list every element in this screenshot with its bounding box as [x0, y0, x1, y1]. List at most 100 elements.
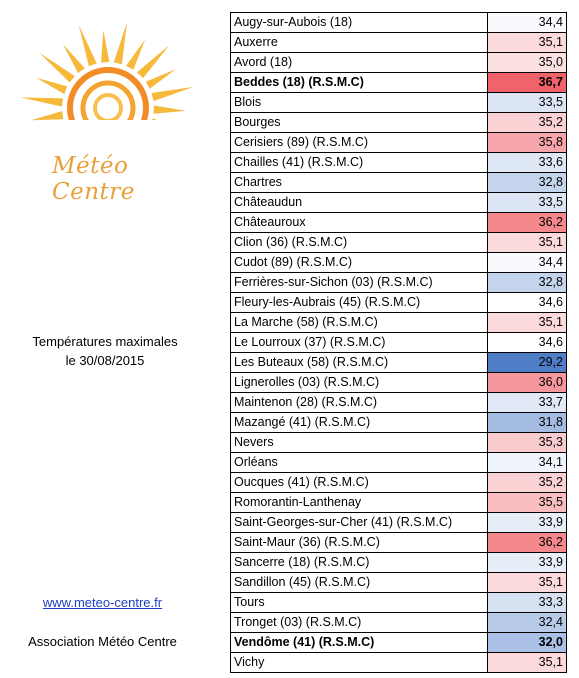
city-name: Blois [230, 92, 488, 113]
temperature-value: 35,8 [487, 132, 567, 153]
table-row: Romorantin-Lanthenay 35,5 [230, 492, 567, 513]
city-name: Romorantin-Lanthenay [230, 492, 488, 513]
table-row: Maintenon (28) (R.S.M.C) 33,7 [230, 392, 567, 413]
temperature-value: 35,3 [487, 432, 567, 453]
sun-ray [39, 52, 75, 83]
table-row: Vichy 35,1 [230, 652, 567, 673]
table-row: Châteaudun 33,5 [230, 192, 567, 213]
meteo-centre-logo: Météo Centre [0, 20, 210, 205]
temperature-value: 33,6 [487, 152, 567, 173]
city-name: Ferrières-sur-Sichon (03) (R.S.M.C) [230, 272, 488, 293]
table-row: Beddes (18) (R.S.M.C) 36,7 [230, 72, 567, 93]
temperature-value: 34,4 [487, 252, 567, 273]
city-name: Chartres [230, 172, 488, 193]
table-row: Le Lourroux (37) (R.S.M.C) 34,6 [230, 332, 567, 353]
table-row: Cudot (89) (R.S.M.C) 34,4 [230, 252, 567, 273]
logo-text: Météo Centre [52, 153, 135, 205]
table-row: Oucques (41) (R.S.M.C) 35,2 [230, 472, 567, 493]
temperature-value: 36,2 [487, 212, 567, 233]
city-name: Le Lourroux (37) (R.S.M.C) [230, 332, 488, 353]
city-name: Nevers [230, 432, 488, 453]
city-name: Châteaudun [230, 192, 488, 213]
city-name: Maintenon (28) (R.S.M.C) [230, 392, 488, 413]
temperature-value: 32,4 [487, 612, 567, 633]
temperature-value: 36,0 [487, 372, 567, 393]
city-name: Mazangé (41) (R.S.M.C) [230, 412, 488, 433]
temperature-value: 36,2 [487, 532, 567, 553]
city-name: Augy-sur-Aubois (18) [230, 12, 488, 33]
temperature-value: 35,1 [487, 232, 567, 253]
sun-icon [20, 22, 194, 160]
temperature-value: 35,1 [487, 652, 567, 673]
table-row: Orléans 34,1 [230, 452, 567, 473]
temperature-value: 35,0 [487, 52, 567, 73]
city-name: Beddes (18) (R.S.M.C) [230, 72, 488, 93]
table-row: Augy-sur-Aubois (18) 34,4 [230, 12, 567, 33]
table-row: Saint-Georges-sur-Cher (41) (R.S.M.C) 33,… [230, 512, 567, 533]
city-name: Saint-Georges-sur-Cher (41) (R.S.M.C) [230, 512, 488, 533]
temperature-value: 35,1 [487, 32, 567, 53]
table-row: La Marche (58) (R.S.M.C) 35,1 [230, 312, 567, 333]
sun-ray [101, 30, 110, 63]
temperature-value: 35,1 [487, 572, 567, 593]
sun-ray [20, 97, 64, 107]
temperature-value: 35,2 [487, 112, 567, 133]
temperature-value: 34,6 [487, 332, 567, 353]
table-row: Blois 33,5 [230, 92, 567, 113]
city-name: Saint-Maur (36) (R.S.M.C) [230, 532, 488, 553]
city-name: Châteauroux [230, 212, 488, 233]
city-name: Sandillon (45) (R.S.M.C) [230, 572, 488, 593]
city-name: Orléans [230, 452, 488, 473]
temperature-value: 33,3 [487, 592, 567, 613]
table-row: Nevers 35,3 [230, 432, 567, 453]
table-row: Fleury-les-Aubrais (45) (R.S.M.C) 34,6 [230, 292, 567, 313]
sun-ray [137, 45, 170, 79]
temperature-value: 35,1 [487, 312, 567, 333]
sun-ray [153, 105, 186, 114]
table-row: Cerisiers (89) (R.S.M.C) 35,8 [230, 132, 567, 153]
table-row: Les Buteaux (58) (R.S.M.C) 29,2 [230, 352, 567, 373]
city-name: Fleury-les-Aubrais (45) (R.S.M.C) [230, 292, 488, 313]
sun-ray [78, 25, 97, 67]
table-row: Saint-Maur (36) (R.S.M.C) 36,2 [230, 532, 567, 553]
temperature-value: 33,9 [487, 512, 567, 533]
table-row: Lignerolles (03) (R.S.M.C) 36,0 [230, 372, 567, 393]
city-name: Cudot (89) (R.S.M.C) [230, 252, 488, 273]
sun-ray [151, 86, 194, 102]
temperature-value: 36,7 [487, 72, 567, 93]
city-name: La Marche (58) (R.S.M.C) [230, 312, 488, 333]
table-row: Tours 33,3 [230, 592, 567, 613]
temperature-value: 33,9 [487, 552, 567, 573]
association-name: Association Météo Centre [28, 634, 177, 649]
temperature-value: 32,8 [487, 272, 567, 293]
table-row: Chailles (41) (R.S.M.C) 33,6 [230, 152, 567, 173]
temperature-value: 34,6 [487, 292, 567, 313]
sun-ray [113, 22, 127, 65]
city-name: Lignerolles (03) (R.S.M.C) [230, 372, 488, 393]
caption-date: le 30/08/2015 [65, 353, 145, 368]
temperature-table: Augy-sur-Aubois (18) 34,4 Auxerre 35,1 Avord… [230, 12, 567, 673]
table-row: Sancerre (18) (R.S.M.C) 33,9 [230, 552, 567, 573]
city-name: Tronget (03) (R.S.M.C) [230, 612, 488, 633]
table-row: Chartres 32,8 [230, 172, 567, 193]
city-name: Vichy [230, 652, 488, 673]
sun-ray [126, 39, 146, 70]
city-name: Clion (36) (R.S.M.C) [230, 232, 488, 253]
table-row: Avord (18) 35,0 [230, 52, 567, 73]
website-link[interactable]: www.meteo-centre.fr [42, 595, 163, 610]
sun-ray [31, 111, 64, 121]
table-row: Bourges 35,2 [230, 112, 567, 133]
table-row: Tronget (03) (R.S.M.C) 32,4 [230, 612, 567, 633]
temperature-value: 32,0 [487, 632, 567, 653]
temperature-value: 35,2 [487, 472, 567, 493]
city-name: Auxerre [230, 32, 488, 53]
temperature-value: 33,5 [487, 92, 567, 113]
table-row: Sandillon (45) (R.S.M.C) 35,1 [230, 572, 567, 593]
table-row: Ferrières-sur-Sichon (03) (R.S.M.C) 32,8 [230, 272, 567, 293]
city-name: Chailles (41) (R.S.M.C) [230, 152, 488, 173]
city-name: Tours [230, 592, 488, 613]
caption-title: Températures maximales [32, 334, 178, 349]
table-row: Clion (36) (R.S.M.C) 35,1 [230, 232, 567, 253]
temperature-value: 33,7 [487, 392, 567, 413]
temperature-value: 32,8 [487, 172, 567, 193]
